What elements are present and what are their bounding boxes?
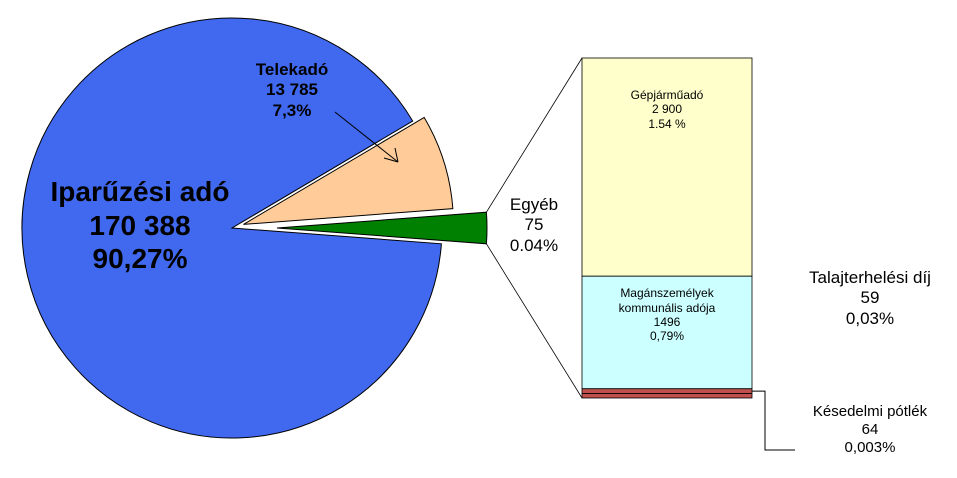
slice-label: Telekadó 13 785 7,3% [256,60,328,121]
label-line: Késedelmi pótlék [812,403,928,420]
label-line: 64 [861,421,879,438]
label-line: 75 [524,215,544,235]
label-line: 90,27% [92,243,188,275]
label-line: Iparűzési adó [50,176,230,207]
leader-line [752,390,795,451]
label-line: 0,79% [649,329,685,344]
bar-segment [581,393,753,399]
bar-segment [581,275,753,390]
label-line: 2 900 [651,102,683,117]
bar-segment [581,57,753,277]
bar-label: Talajterhelési díj 59 0,03% [809,268,931,329]
label-line: 0,003% [844,439,896,456]
label-line: Magánszemélyek kommunális adója [618,286,716,315]
connector [486,243,583,399]
arrow-head [383,147,399,163]
label-line: Talajterhelési díj [809,268,931,287]
label-line: 0,03% [845,308,895,328]
label-line: 0.04% [509,235,559,255]
label-line: 1496 [653,314,681,329]
label-line: Gépjárműadó [630,88,704,102]
pie-slice [21,17,442,439]
label-line: Egyéb [509,195,559,214]
connector [486,57,583,213]
other-label: Egyéb 75 0.04% [510,195,558,256]
label-line: 170 388 [89,209,191,241]
pie-slice-other [276,211,488,245]
label-line: Telekadó [255,60,329,79]
slice-label: Iparűzési adó 170 388 90,27% [51,175,230,276]
bar-label: Gépjárműadó 2 900 1.54 % [631,88,704,131]
arrow [334,111,399,163]
bar-label: Késedelmi pótlék 64 0,003% [813,403,927,457]
bar-label: Magánszemélyek kommunális adója 1496 0,79% [592,286,742,344]
label-line: 59 [860,288,880,308]
label-line: 1.54 % [648,116,686,131]
pie-slice [243,116,454,225]
label-line: 13 785 [266,80,318,100]
label-line: 7,3% [272,100,312,120]
bar-segment [581,388,753,394]
